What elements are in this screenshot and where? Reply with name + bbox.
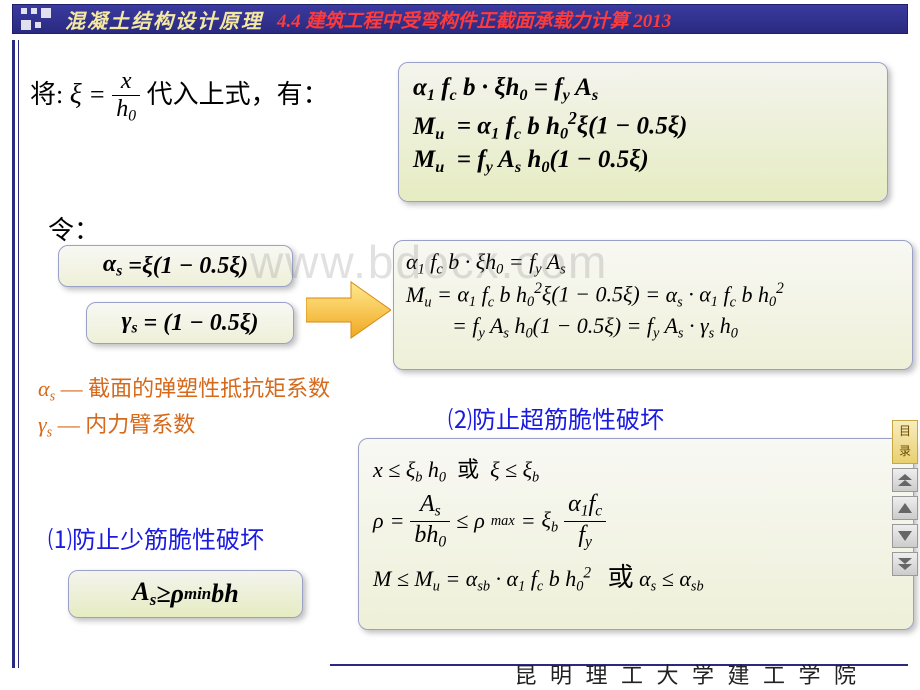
eq-top-1: α1 fc b · ξh0 = fy As (413, 74, 873, 105)
nav-next-button[interactable] (892, 524, 918, 548)
asmin-box: As ≥ ρmin bh (68, 570, 303, 618)
equation-box-bottom: x ≤ ξb h0 或 ξ ≤ ξb ρ = Asbh0 ≤ ρmax = ξb… (358, 438, 914, 630)
frac-num: x (112, 68, 140, 96)
slide-header: 混凝土结构设计原理 4.4 建筑工程中受弯构件正截面承载力计算 2013 (12, 4, 908, 34)
eq-top-3: Mu = fy As h0(1 − 0.5ξ) (413, 146, 873, 177)
equation-box-mid: α1 fc b · ξh0 = fy As Mu = α1 fc b h02ξ(… (393, 240, 913, 370)
eq-mid-3: = fy As h0(1 − 0.5ξ) = fy As · γs h0 (406, 313, 900, 342)
right-nav-column: 目录 (892, 420, 918, 576)
def-gamma: γs — 内力臂系数 (38, 408, 338, 444)
intro-suffix: 代入上式，有： (147, 80, 329, 109)
arrow-right-icon (306, 280, 391, 340)
section-2-heading: ⑵防止超筋脆性破坏 (448, 400, 664, 435)
equation-box-top: α1 fc b · ξh0 = fy As Mu = α1 fc b h02ξ(… (398, 62, 888, 202)
slide-content: 将: ξ = x h0 代入上式，有： α1 fc b · ξh0 = fy A… (28, 50, 890, 660)
section-1-heading: ⑴防止少筋脆性破坏 (48, 520, 264, 555)
course-title: 混凝土结构设计原理 (65, 5, 263, 34)
nav-last-button[interactable] (892, 552, 918, 576)
alpha-s-box: αs = ξ(1 − 0.5ξ) (58, 245, 293, 287)
up-icon (898, 503, 912, 513)
intro-prefix: 将: (30, 80, 63, 109)
intro-fraction: x h0 (112, 68, 140, 126)
eq-bot-1: x ≤ ξb h0 或 ξ ≤ ξb (373, 452, 899, 486)
header-decoration-icon (13, 4, 59, 34)
left-border-rule (12, 40, 15, 668)
def-alpha: αs — 截面的弹塑性抵抗矩系数 (38, 372, 338, 408)
gamma-s-box: γs = (1 − 0.5ξ) (86, 302, 294, 344)
let-label: 令： (48, 210, 100, 247)
eq-mid-2: Mu = α1 fc b h02ξ(1 − 0.5ξ) = αs · α1 fc… (406, 280, 900, 311)
down-icon (898, 531, 912, 541)
eq-bot-2: ρ = Asbh0 ≤ ρmax = ξb α1fcfy (373, 491, 899, 551)
nav-prev-button[interactable] (892, 496, 918, 520)
double-up-icon (898, 474, 912, 486)
eq-top-2: Mu = α1 fc b h02ξ(1 − 0.5ξ) (413, 108, 873, 144)
intro-xi: ξ (70, 79, 82, 110)
slide-page: 混凝土结构设计原理 4.4 建筑工程中受弯构件正截面承载力计算 2013 将: … (0, 0, 920, 690)
eq-mid-1: α1 fc b · ξh0 = fy As (406, 249, 900, 278)
toc-button[interactable]: 目录 (892, 420, 918, 464)
eq-bot-3: M ≤ Mu = αsb · α1 fc b h02 或 αs ≤ αsb (373, 557, 899, 595)
frac-den: h0 (112, 96, 140, 126)
nav-first-button[interactable] (892, 468, 918, 492)
symbol-definitions: αs — 截面的弹塑性抵抗矩系数 γs — 内力臂系数 (38, 372, 338, 443)
double-down-icon (898, 558, 912, 570)
footer-institution: 昆 明 理 工 大 学 建 工 学 院 (514, 658, 860, 690)
chapter-title: 4.4 建筑工程中受弯构件正截面承载力计算 2013 (277, 6, 671, 33)
eq-sign: = (88, 80, 112, 109)
